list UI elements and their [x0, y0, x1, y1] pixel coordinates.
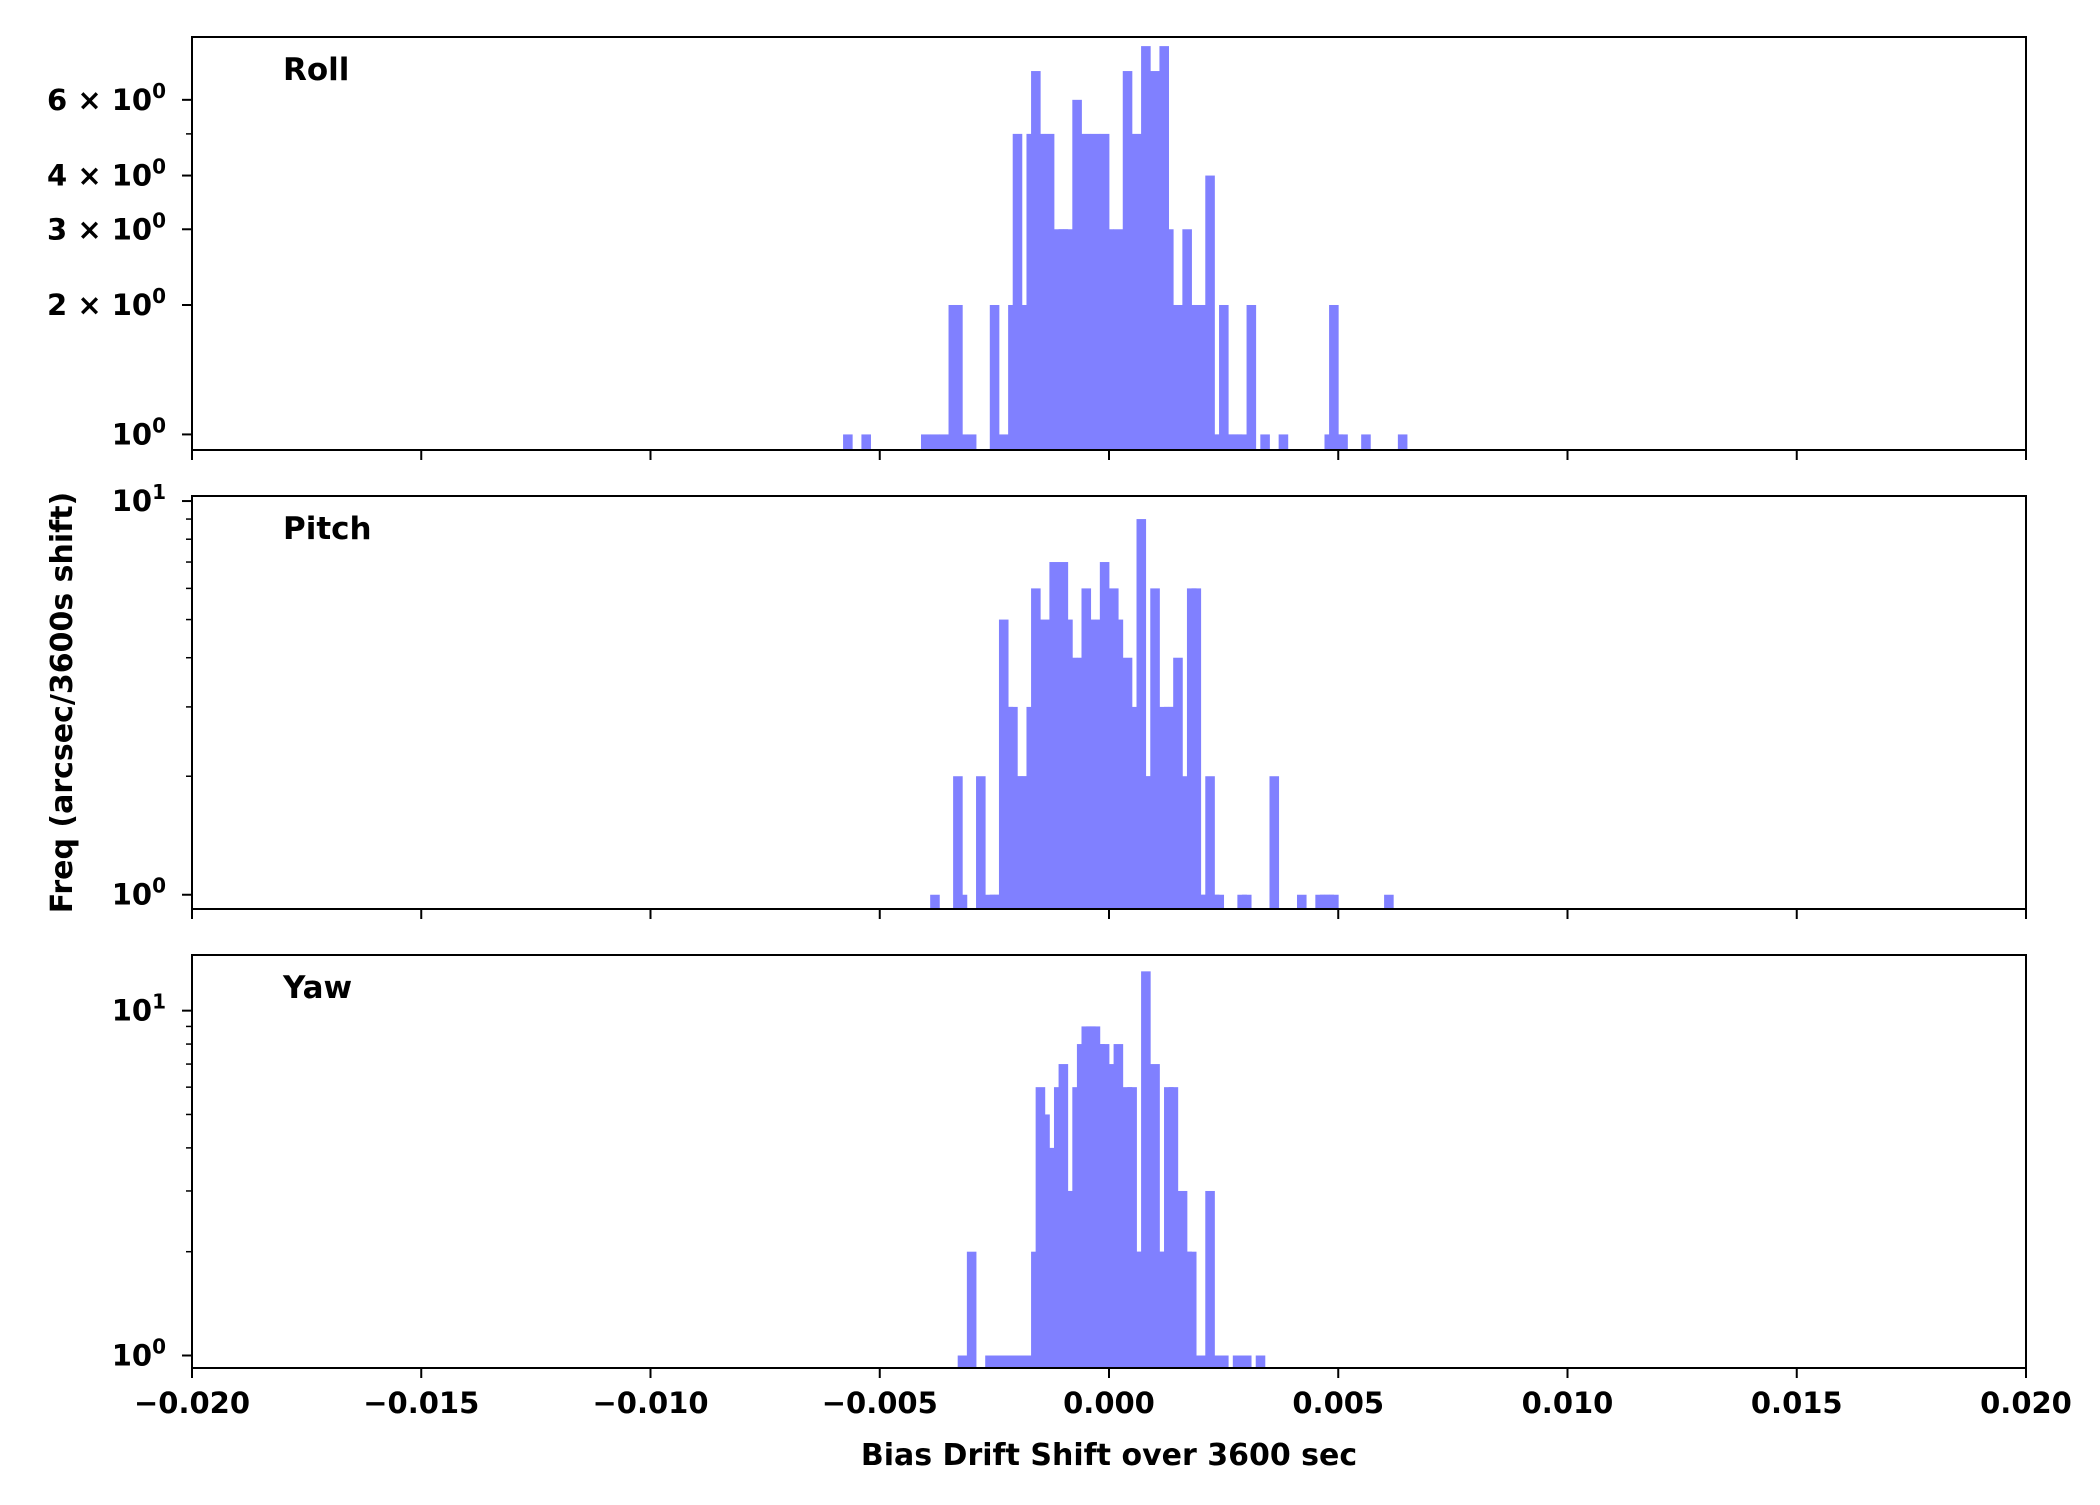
histogram-bar	[1017, 304, 1027, 450]
histogram-bar	[1035, 133, 1046, 450]
panel-label-pitch: Pitch	[283, 511, 372, 547]
histogram-bar	[989, 304, 1000, 450]
x-tick-label: 0.000	[1063, 1386, 1155, 1420]
histogram-bar	[1296, 894, 1307, 909]
panel-label-yaw: Yaw	[282, 970, 352, 1006]
histogram-bar	[1329, 894, 1339, 909]
histogram-bar	[1003, 1355, 1014, 1368]
histogram-bar	[930, 434, 940, 450]
histogram-bar	[1150, 588, 1160, 909]
histogram-bar	[843, 434, 853, 450]
y-tick-label: 2 × 100	[47, 284, 166, 322]
histogram-bar	[1246, 304, 1257, 450]
histogram-bar	[998, 434, 1009, 450]
histogram-bar	[930, 894, 940, 909]
histogram-bar	[1012, 133, 1023, 450]
histogram-bar	[1278, 434, 1289, 450]
histogram-bar	[1205, 175, 1215, 451]
x-tick-label: −0.015	[363, 1386, 479, 1420]
histogram-bar	[976, 776, 986, 909]
histogram-bar	[1063, 229, 1073, 450]
histogram-bar	[1127, 1087, 1137, 1368]
x-tick-label: −0.010	[592, 1386, 708, 1420]
histogram-bar	[1329, 304, 1339, 450]
histogram-bar	[1205, 776, 1215, 909]
histogram-bar	[953, 776, 963, 909]
histogram-bar	[1237, 434, 1247, 450]
x-axis-title: Bias Drift Shift over 3600 sec	[861, 1438, 1357, 1473]
y-axis-title: Freq (arcsec/3600s shift)	[45, 492, 80, 914]
y-tick-label: 4 × 100	[47, 155, 166, 193]
histogram-bar	[1168, 1087, 1179, 1368]
x-tick-label: −0.005	[822, 1386, 938, 1420]
histogram-bar	[1338, 434, 1348, 450]
histogram-bar	[1255, 1355, 1266, 1368]
histogram-bar	[1209, 1355, 1220, 1368]
histogram-bar	[1044, 133, 1055, 450]
histogram-bar	[921, 434, 931, 450]
histogram-bar	[1173, 304, 1183, 450]
histogram-bar	[966, 434, 977, 450]
histogram-bar	[1384, 894, 1394, 909]
x-tick-label: 0.005	[1292, 1386, 1384, 1420]
histogram-bar	[861, 434, 871, 450]
histogram-bar	[1122, 71, 1133, 451]
x-tick-label: 0.015	[1751, 1386, 1843, 1420]
histogram-bar	[966, 1251, 977, 1368]
histogram-bar	[1241, 1355, 1252, 1368]
y-tick-label: 3 × 100	[47, 208, 166, 246]
histogram-bar	[1219, 304, 1229, 450]
histogram-bar	[1177, 776, 1188, 909]
histogram-bar	[957, 434, 968, 450]
histogram-bar	[1361, 434, 1371, 450]
histogram-bar	[1191, 588, 1202, 909]
panel-yaw: −0.020 −0.015 −0.010 −0.005 0.000 0.005 0.010 0…	[112, 954, 2072, 1420]
histogram-bar	[1131, 133, 1142, 450]
histogram-bar	[1219, 1355, 1229, 1368]
histogram-bar	[1113, 619, 1124, 909]
x-tick-label: 0.010	[1522, 1386, 1614, 1420]
histogram-bar	[1205, 1190, 1215, 1368]
histogram-bar	[1260, 434, 1270, 450]
histogram-bar	[953, 304, 963, 450]
y-tick-label: 6 × 100	[47, 79, 166, 117]
histogram-bar	[1269, 776, 1280, 909]
panel-label-roll: Roll	[283, 52, 349, 88]
histogram-bar	[939, 434, 949, 450]
histogram-bar	[1186, 1251, 1197, 1368]
histogram-bar	[1136, 519, 1147, 909]
histogram-bar	[1241, 894, 1252, 909]
histogram-bar	[1397, 434, 1408, 450]
histogram-bar	[957, 1355, 968, 1368]
x-tick-label: −0.020	[134, 1386, 250, 1420]
x-tick-label: 0.020	[1980, 1386, 2072, 1420]
histogram-bar	[1150, 1064, 1160, 1368]
histogram-bar	[957, 894, 968, 909]
histogram-bar	[1214, 894, 1225, 909]
